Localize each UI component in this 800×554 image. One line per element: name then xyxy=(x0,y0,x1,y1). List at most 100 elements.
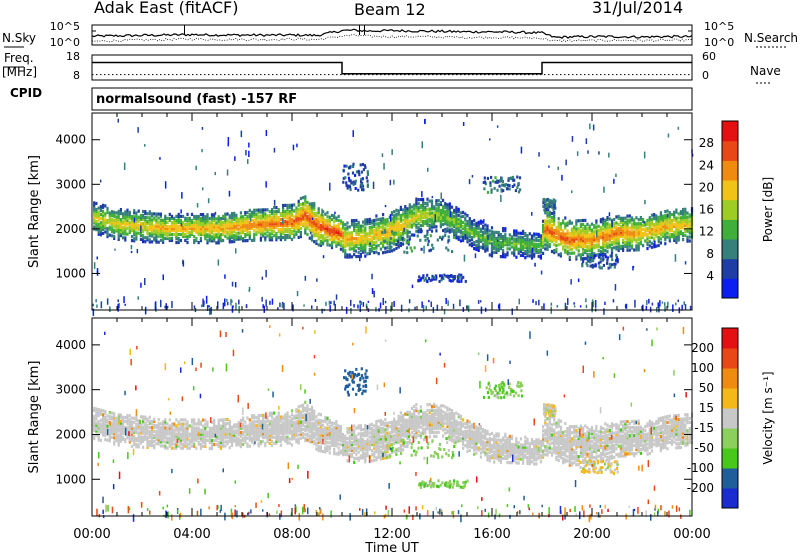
power-cell xyxy=(473,230,476,235)
power-cell xyxy=(352,130,354,137)
power-cell xyxy=(550,233,554,237)
power-cell xyxy=(604,301,606,305)
power-cell xyxy=(682,234,685,238)
power-cell xyxy=(326,243,329,247)
power-cell xyxy=(162,236,165,240)
power-cell xyxy=(351,171,355,175)
power-cell xyxy=(393,233,396,237)
power-cell xyxy=(542,239,545,243)
velocity-cell xyxy=(182,418,185,422)
power-cell xyxy=(304,229,307,233)
power-cell xyxy=(275,214,278,218)
power-cell xyxy=(646,232,649,236)
power-cell xyxy=(206,215,209,219)
velocity-cell xyxy=(239,445,242,449)
power-cell xyxy=(259,218,262,222)
velocity-cell xyxy=(177,436,180,440)
header-beam: Beam 12 xyxy=(354,0,426,19)
power-cell xyxy=(462,122,465,127)
power-cell xyxy=(275,212,278,216)
power-cell xyxy=(397,229,400,233)
power-cell xyxy=(124,212,127,216)
power-cell xyxy=(397,211,400,215)
power-cell xyxy=(339,235,342,239)
power-cell xyxy=(102,219,105,223)
power-cell xyxy=(570,279,572,285)
velocity-cell xyxy=(117,429,120,433)
velocity-cell xyxy=(208,438,211,442)
power-cell xyxy=(635,246,638,250)
velocity-cell xyxy=(237,439,240,443)
velocity-cell xyxy=(164,420,167,424)
power-cell xyxy=(570,229,574,233)
power-cell xyxy=(93,215,96,219)
power-cell xyxy=(506,243,509,247)
power-cell xyxy=(195,218,198,223)
power-cell xyxy=(464,212,467,216)
velocity-cell xyxy=(253,422,256,426)
power-cell xyxy=(373,247,376,251)
power-cell xyxy=(664,214,667,218)
power-cell xyxy=(426,221,429,225)
power-cell xyxy=(326,219,329,223)
power-cell xyxy=(548,218,551,222)
power-cell xyxy=(168,226,171,231)
velocity-cell xyxy=(113,420,116,424)
power-cell xyxy=(304,201,307,205)
velocity-cell xyxy=(162,438,165,442)
power-cell xyxy=(526,244,529,248)
power-cell xyxy=(515,233,518,237)
power-cell xyxy=(553,232,556,237)
power-cell xyxy=(195,222,198,227)
power-cell xyxy=(664,216,667,220)
power-cell xyxy=(504,241,507,245)
velocity-cell xyxy=(226,430,229,434)
power-cell xyxy=(630,226,634,230)
power-cell xyxy=(246,231,249,235)
power-cell xyxy=(406,229,409,233)
power-cell xyxy=(588,240,591,244)
power-cell xyxy=(557,231,560,235)
power-cell xyxy=(655,220,658,224)
power-cell xyxy=(135,213,138,217)
velocity-cell xyxy=(135,445,138,449)
power-cell xyxy=(110,230,114,234)
power-cell xyxy=(348,237,351,241)
power-cell xyxy=(242,223,245,227)
power-cell xyxy=(208,217,211,221)
power-cell xyxy=(257,226,260,230)
power-cell xyxy=(157,216,160,220)
power-cell xyxy=(677,222,680,226)
power-cell xyxy=(617,228,620,233)
power-cell xyxy=(148,224,151,228)
power-cell xyxy=(573,235,576,239)
power-cell xyxy=(596,230,598,238)
power-cell xyxy=(653,225,656,229)
power-cell xyxy=(342,221,345,225)
power-cell xyxy=(639,234,642,238)
velocity-cell xyxy=(146,435,149,439)
velocity-cell xyxy=(119,415,122,419)
power-cell xyxy=(206,225,209,229)
power-cell xyxy=(588,236,591,240)
power-cell xyxy=(670,223,674,227)
power-cell xyxy=(368,251,371,256)
power-cell xyxy=(315,239,318,243)
power-cell xyxy=(455,224,458,228)
power-cell xyxy=(662,226,665,230)
power-cell xyxy=(566,235,569,239)
power-cell xyxy=(159,218,162,222)
power-cell xyxy=(473,247,476,251)
power-cell xyxy=(413,219,416,223)
velocity-cell xyxy=(264,444,267,448)
power-cell xyxy=(606,230,609,234)
velocity-cell xyxy=(186,426,189,430)
power-cell xyxy=(233,211,236,215)
power-cell xyxy=(397,227,400,231)
power-cell xyxy=(648,230,651,234)
power-cell xyxy=(586,238,589,242)
power-cell xyxy=(184,226,187,231)
power-cell xyxy=(175,226,178,231)
power-cell xyxy=(617,248,620,253)
power-cell xyxy=(495,236,498,240)
